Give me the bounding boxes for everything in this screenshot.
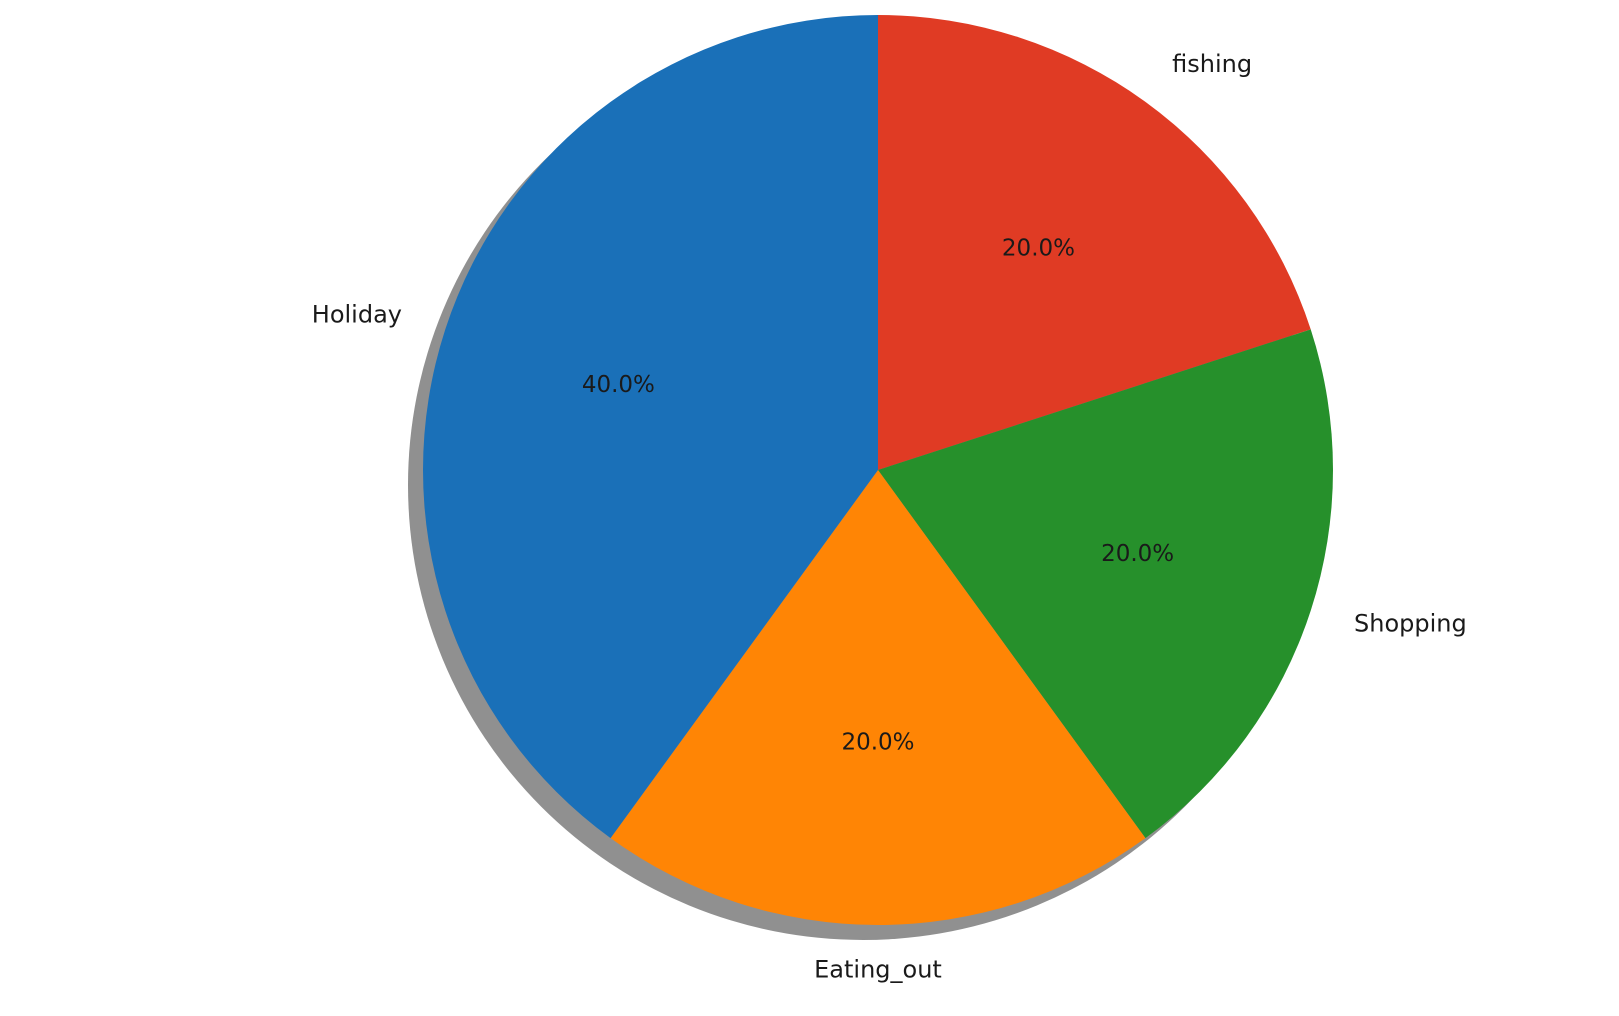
pct-label-shopping: 20.0% bbox=[1101, 541, 1174, 567]
category-label-eating-out: Eating_out bbox=[814, 956, 942, 984]
category-label-fishing: fishing bbox=[1172, 50, 1252, 78]
pie-slice-eating-out bbox=[610, 470, 1146, 925]
pct-label-holiday: 40.0% bbox=[582, 372, 655, 398]
pie-slice-shopping bbox=[878, 329, 1333, 839]
category-label-shopping: Shopping bbox=[1354, 610, 1467, 638]
pct-label-eating-out: 20.0% bbox=[841, 730, 914, 756]
percent-labels: 20.0% 20.0% 20.0% 40.0% bbox=[582, 236, 1174, 756]
pie-slice-holiday bbox=[423, 15, 878, 839]
pct-label-fishing: 20.0% bbox=[1002, 236, 1075, 262]
pie-slice-fishing bbox=[878, 15, 1311, 470]
category-label-holiday: Holiday bbox=[312, 300, 402, 328]
category-labels: fishing Shopping Eating_out Holiday bbox=[312, 50, 1467, 983]
pie-slices bbox=[423, 15, 1333, 925]
